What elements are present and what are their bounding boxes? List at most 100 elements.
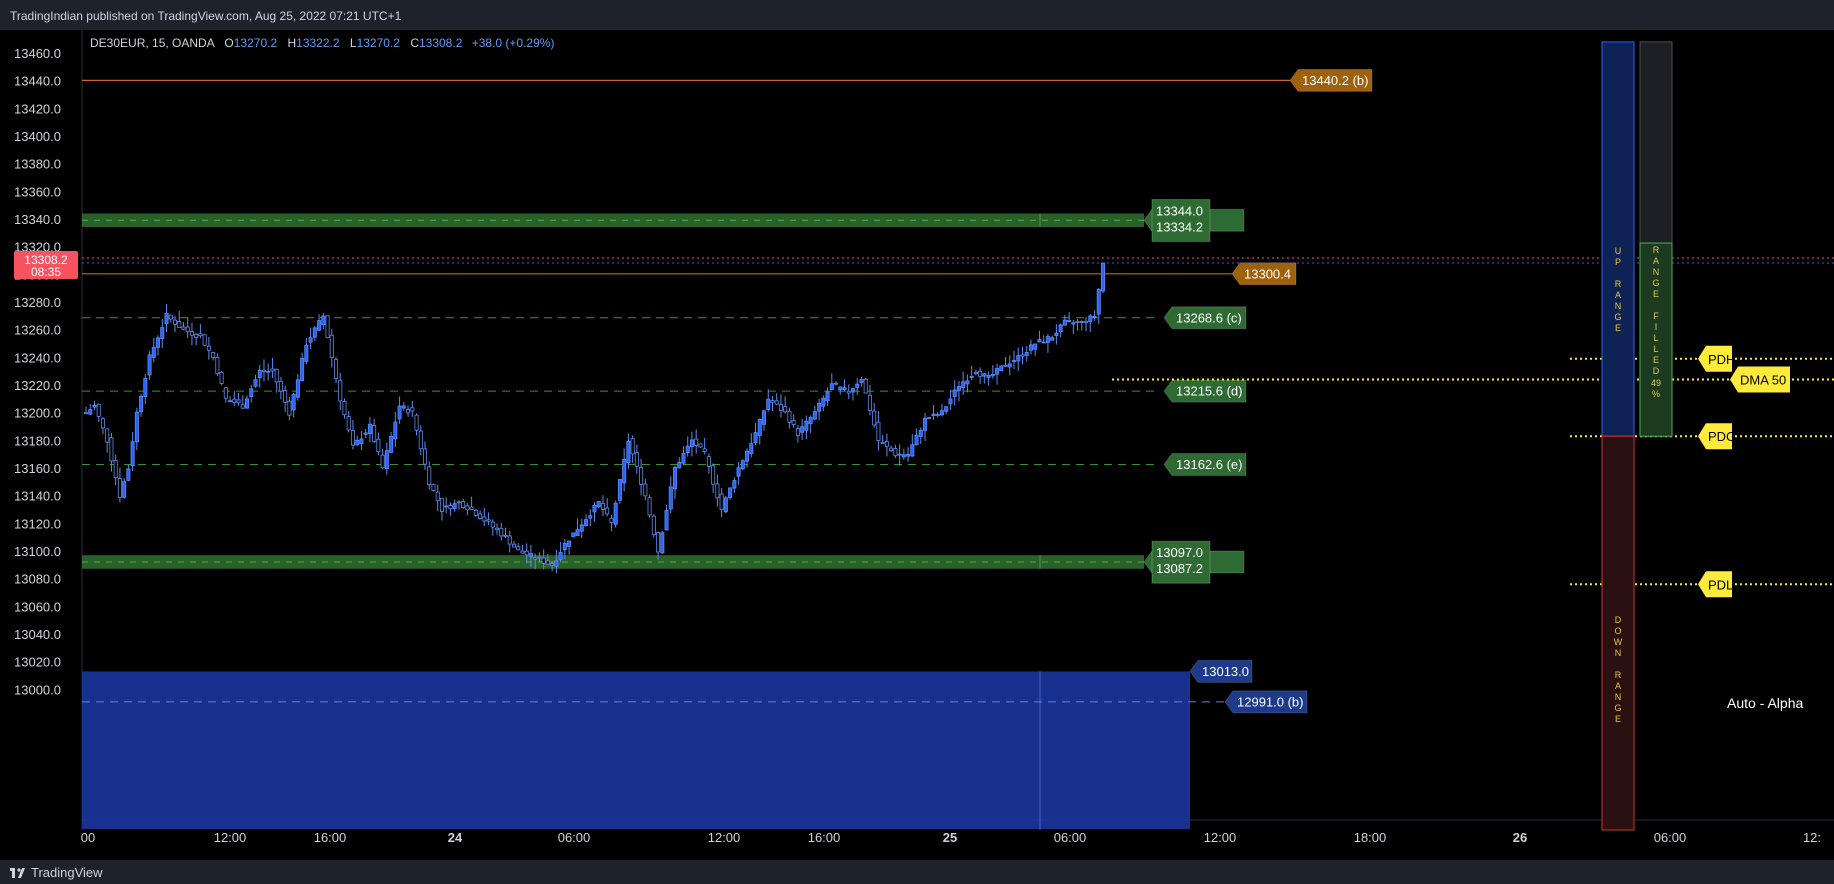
candle-body[interactable] (516, 546, 521, 551)
candle-body[interactable] (189, 331, 194, 336)
candle-body[interactable] (88, 409, 93, 415)
candle-body[interactable] (817, 403, 822, 412)
candle-body[interactable] (160, 327, 165, 340)
candle-body[interactable] (92, 404, 97, 408)
candle-body[interactable] (1067, 320, 1072, 322)
candle-body[interactable] (528, 553, 533, 558)
candle-body[interactable] (694, 438, 699, 446)
candle-body[interactable] (668, 486, 673, 510)
candle-body[interactable] (664, 510, 669, 531)
candle-body[interactable] (643, 483, 648, 497)
candle-body[interactable] (893, 448, 898, 457)
candle-body[interactable] (613, 502, 618, 525)
candle-body[interactable] (728, 487, 733, 498)
demand-zone-navy[interactable] (82, 671, 1190, 829)
candle-body[interactable] (884, 441, 889, 447)
candle-body[interactable] (834, 382, 839, 385)
candle-body[interactable] (956, 386, 961, 391)
candle-body[interactable] (944, 406, 949, 412)
candle-body[interactable] (240, 404, 245, 409)
candle-body[interactable] (795, 428, 800, 436)
candle-body[interactable] (478, 513, 483, 520)
candle-body[interactable] (249, 388, 254, 397)
candle-body[interactable] (211, 352, 216, 358)
candle-body[interactable] (749, 443, 754, 454)
candle-body[interactable] (757, 418, 762, 436)
candle-body[interactable] (567, 540, 572, 547)
candle-body[interactable] (452, 503, 457, 509)
candle-body[interactable] (448, 505, 453, 510)
candle-body[interactable] (435, 491, 440, 502)
candle-body[interactable] (876, 421, 881, 441)
candle-body[interactable] (291, 394, 296, 411)
candle-body[interactable] (461, 501, 466, 509)
candle-body[interactable] (859, 379, 864, 383)
candle-body[interactable] (266, 370, 271, 373)
candle-body[interactable] (740, 460, 745, 470)
candle-body[interactable] (656, 532, 661, 553)
candle-body[interactable] (850, 388, 855, 393)
candle-body[interactable] (444, 505, 449, 508)
candle-body[interactable] (1058, 324, 1063, 333)
candle-body[interactable] (948, 398, 953, 405)
candle-body[interactable] (228, 400, 233, 403)
candle-body[interactable] (889, 447, 894, 452)
candle-body[interactable] (469, 506, 474, 510)
candle-body[interactable] (439, 497, 444, 512)
candle-body[interactable] (935, 414, 940, 416)
candle-body[interactable] (363, 432, 368, 435)
candle-body[interactable] (482, 516, 487, 522)
candle-body[interactable] (376, 438, 381, 453)
candle-body[interactable] (575, 529, 580, 536)
candle-body[interactable] (338, 380, 343, 402)
marker-badge[interactable] (1730, 366, 1790, 393)
candle-body[interactable] (863, 379, 868, 394)
candle-body[interactable] (503, 534, 508, 537)
candle-body[interactable] (939, 410, 944, 416)
candle-body[interactable] (147, 354, 152, 376)
candle-body[interactable] (456, 501, 461, 504)
candle-body[interactable] (600, 503, 605, 510)
candle-body[interactable] (1092, 315, 1097, 318)
candle-body[interactable] (274, 368, 279, 383)
candle-body[interactable] (711, 465, 716, 485)
candle-body[interactable] (605, 507, 610, 515)
candle-body[interactable] (550, 563, 555, 566)
candle-body[interactable] (181, 326, 186, 330)
candle-body[interactable] (418, 430, 423, 450)
candle-body[interactable] (151, 346, 156, 358)
candle-body[interactable] (1096, 289, 1101, 315)
candle-body[interactable] (185, 326, 190, 333)
candle-body[interactable] (1045, 336, 1050, 343)
candle-body[interactable] (156, 337, 161, 348)
candle-body[interactable] (139, 395, 144, 413)
candle-body[interactable] (406, 409, 411, 414)
candle-body[interactable] (350, 430, 355, 446)
candle-body[interactable] (808, 417, 813, 424)
candle-body[interactable] (295, 379, 300, 398)
candle-body[interactable] (122, 481, 127, 498)
candle-body[interactable] (706, 456, 711, 467)
candle-body[interactable] (223, 387, 228, 399)
candle-body[interactable] (393, 421, 398, 440)
candle-body[interactable] (261, 369, 266, 372)
candle-body[interactable] (202, 334, 207, 346)
candle-body[interactable] (1101, 262, 1106, 292)
candle-body[interactable] (410, 407, 415, 412)
candle-body[interactable] (995, 368, 1000, 375)
candle-body[interactable] (533, 557, 538, 560)
candle-body[interactable] (304, 344, 309, 362)
candle-body[interactable] (524, 550, 529, 556)
candle-body[interactable] (999, 365, 1004, 372)
candle-body[interactable] (109, 437, 114, 462)
candle-body[interactable] (312, 327, 317, 338)
candle-body[interactable] (626, 440, 631, 464)
candle-body[interactable] (380, 454, 385, 469)
tradingview-logo[interactable]: TradingView (10, 865, 103, 880)
candle-body[interactable] (215, 357, 220, 375)
candle-body[interactable] (257, 369, 262, 379)
candle-body[interactable] (770, 400, 775, 403)
candle-body[interactable] (473, 509, 478, 516)
candle-body[interactable] (931, 413, 936, 416)
candle-body[interactable] (791, 420, 796, 425)
